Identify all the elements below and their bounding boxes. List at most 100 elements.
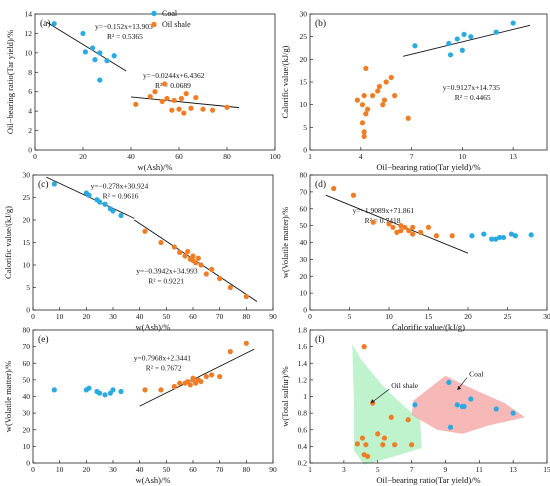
y-tick-label: 10: [23, 442, 31, 451]
y-tick-label: 30: [23, 409, 31, 418]
data-point-coal: [446, 40, 452, 47]
data-point-oil-shale: [217, 275, 223, 282]
y-tick-label: 0.2: [298, 459, 308, 468]
y-tick-label: 70: [300, 187, 308, 196]
y-axis-label: Calorific value/(kJ/g): [3, 206, 13, 279]
data-point-oil-shale: [203, 373, 209, 380]
y-axis-label: w(Volatile matter)/%: [280, 207, 290, 278]
data-point-oil-shale: [386, 221, 392, 227]
x-tick-label: 40: [127, 152, 135, 161]
data-point-oil-shale: [392, 442, 398, 448]
x-tick-label: 3: [342, 465, 346, 474]
data-point-coal: [468, 396, 474, 402]
data-point-coal: [459, 47, 465, 53]
x-tick-label: 7: [410, 152, 414, 161]
data-point-oil-shale: [433, 233, 439, 239]
x-axis-label: w(Ash)/%: [138, 162, 173, 172]
x-tick-label: 10: [459, 152, 467, 161]
x-tick-label: 0: [31, 312, 35, 321]
data-point-coal: [97, 199, 103, 205]
data-point-oil-shale: [243, 293, 249, 300]
panel-c: 0 10 20 30 40 50 60 70 80 90 0 5 10 15 20 25 30 w(Ash)/% C…: [3, 171, 277, 333]
y-axis-label: w(Volatile matter)/%: [3, 361, 13, 432]
x-tick-label: 30: [109, 312, 117, 321]
data-point-oil-shale: [370, 93, 376, 99]
data-point-oil-shale: [406, 228, 412, 234]
panel-e: 0 10 20 30 40 50 60 70 80 90 0 10 20 30 40 50 60 70 80 w(As…: [3, 326, 277, 486]
y-tick-label: 14: [25, 10, 33, 19]
data-point-coal: [447, 424, 454, 430]
y-tick-label: 0: [303, 306, 307, 315]
y-tick-label: 5: [303, 123, 307, 132]
data-point-coal: [461, 403, 467, 410]
plot-frame: [32, 174, 274, 311]
data-point-coal: [493, 29, 499, 35]
data-point-coal: [86, 385, 92, 391]
data-point-coal: [528, 232, 534, 238]
data-point-oil-shale: [183, 91, 189, 97]
data-point-oil-shale: [359, 435, 366, 441]
data-point-oil-shale: [190, 253, 196, 259]
data-point-coal: [468, 34, 474, 40]
data-point-oil-shale: [383, 79, 389, 85]
data-point-oil-shale: [188, 105, 194, 111]
y-tick-label: 80: [300, 171, 308, 180]
x-tick-label: 7: [410, 465, 414, 474]
x-tick-label: 1: [308, 465, 312, 474]
x-tick-label: 50: [163, 465, 171, 474]
data-point-oil-shale: [178, 95, 184, 102]
x-tick-label: 13: [509, 152, 517, 161]
data-point-coal: [51, 181, 57, 187]
annotation-arrow: [370, 388, 390, 404]
data-point-oil-shale: [418, 229, 424, 235]
data-point-oil-shale: [147, 93, 153, 100]
y-tick-label: 0.8: [298, 409, 308, 418]
panel-b: 1 4 7 10 13 0 5 10 15 20 25 30 Oil−bearing ratio(Tar…: [280, 10, 548, 172]
fit-r-squared: R² = 0.5365: [107, 32, 143, 41]
y-tick-label: 50: [300, 221, 308, 230]
data-point-oil-shale: [171, 97, 177, 104]
data-point-coal: [110, 387, 116, 393]
x-tick-label: 60: [175, 152, 183, 161]
y-tick-label: 50: [23, 375, 31, 384]
data-point-coal: [497, 234, 503, 241]
data-point-coal: [110, 208, 116, 214]
data-point-oil-shale: [359, 120, 366, 126]
data-point-oil-shale: [210, 107, 216, 113]
x-tick-label: 0: [308, 312, 312, 321]
x-tick-label: 20: [83, 465, 91, 474]
trend-line: [325, 194, 469, 254]
x-tick-label: 40: [136, 465, 144, 474]
y-tick-label: 20: [23, 425, 31, 434]
x-tick-label: 10: [385, 312, 393, 321]
data-point-oil-shale: [162, 81, 168, 87]
y-tick-label: 2: [28, 126, 32, 135]
data-point-coal: [92, 57, 98, 63]
legend-marker-coal: [151, 10, 157, 17]
data-point-oil-shale: [350, 192, 357, 198]
data-point-oil-shale: [176, 106, 182, 112]
data-point-oil-shale: [361, 129, 367, 135]
data-point-oil-shale: [370, 219, 376, 225]
region-coal: [411, 375, 525, 434]
data-point-oil-shale: [392, 93, 398, 99]
data-point-oil-shale: [209, 372, 215, 378]
panel-label: (b): [315, 18, 326, 29]
data-point-oil-shale: [361, 93, 367, 99]
x-tick-label: 80: [243, 312, 251, 321]
x-tick-label: 30: [543, 312, 550, 321]
data-point-oil-shale: [142, 387, 148, 393]
data-point-oil-shale: [408, 442, 415, 448]
x-axis-label: w(Ash)/%: [136, 322, 171, 332]
y-tick-label: 10: [300, 289, 308, 298]
y-tick-label: 0: [26, 306, 30, 315]
x-tick-label: 40: [136, 312, 144, 321]
data-point-oil-shale: [375, 88, 381, 94]
data-point-oil-shale: [224, 104, 230, 110]
data-point-oil-shale: [227, 349, 233, 355]
x-tick-label: 5: [376, 465, 380, 474]
fit-equation: y=−0.0244x+6.4362: [143, 71, 205, 80]
data-point-coal: [90, 45, 96, 51]
legend: Coal Oil shale: [151, 9, 191, 29]
